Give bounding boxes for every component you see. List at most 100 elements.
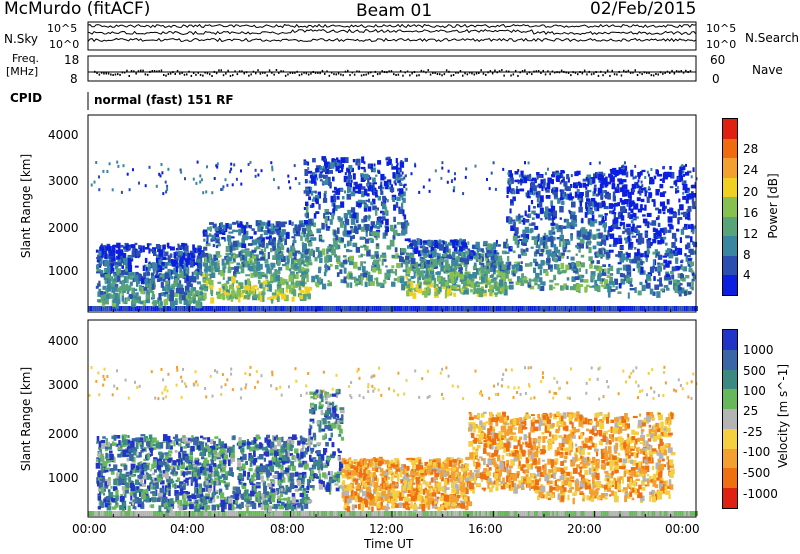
ground-scatter-cell (128, 511, 131, 516)
echo-cell (651, 220, 657, 226)
ground-scatter-cell (649, 306, 652, 311)
echo-cell (559, 240, 562, 247)
ground-scatter-cell (677, 511, 680, 516)
echo-cell (357, 202, 362, 207)
freq-mark (517, 74, 519, 77)
ground-scatter-cell (327, 306, 330, 311)
echo-cell (324, 263, 327, 270)
ground-scatter-cell (313, 511, 315, 516)
echo-cell (653, 201, 656, 207)
echo-cell (489, 275, 494, 278)
ground-scatter-cell (420, 306, 423, 311)
echo-cell (618, 235, 622, 238)
ground-scatter-cell (529, 511, 532, 516)
echo-cell (552, 243, 557, 248)
echo-cell (607, 290, 611, 298)
echo-cell (523, 280, 529, 283)
ground-scatter-cell (280, 306, 283, 311)
echo-cell (510, 173, 514, 178)
echo-cell (477, 268, 480, 276)
ground-scatter-cell (108, 511, 111, 516)
freq-mark (349, 74, 351, 77)
echo-cell (639, 237, 645, 244)
far-echo-cell (533, 191, 536, 195)
echo-cell (108, 246, 112, 250)
ground-scatter-cell (596, 306, 599, 311)
freq-mark (314, 71, 317, 74)
echo-cell (422, 240, 427, 243)
echo-cell (377, 196, 381, 201)
echo-cell (349, 255, 354, 262)
echo-cell (301, 232, 304, 235)
ground-scatter-cell (647, 511, 650, 516)
echo-cell (206, 280, 209, 287)
ground-scatter-cell (481, 511, 484, 516)
echo-cell (465, 265, 468, 272)
freq-mark (199, 73, 202, 76)
freq-mark (181, 71, 183, 74)
ground-scatter-cell (627, 306, 630, 311)
echo-cell (423, 249, 429, 254)
ground-scatter-cell (156, 306, 159, 311)
freq-mark (114, 73, 117, 76)
ground-scatter-cell (489, 306, 492, 311)
echo-cell (377, 171, 381, 174)
ground-scatter-cell (600, 306, 603, 311)
far-echo-cell (167, 167, 170, 171)
freq-mark (418, 74, 420, 77)
echo-cell (260, 256, 265, 261)
echo-cell (440, 258, 443, 262)
freq-mark (195, 73, 197, 76)
echo-cell (485, 284, 488, 289)
echo-cell (373, 224, 377, 229)
ground-scatter-cell (209, 511, 212, 516)
ground-scatter-cell (377, 511, 380, 516)
ground-scatter-cell (515, 306, 518, 311)
echo-cell (372, 167, 376, 173)
freq-mark (324, 72, 326, 75)
freq-mark (549, 73, 551, 76)
noise-right-tick-low: 10^0 (706, 38, 737, 51)
echo-cell (412, 270, 416, 273)
freq-mark (96, 72, 98, 74)
echo-cell (191, 255, 196, 259)
echo-cell (437, 277, 441, 282)
far-echo-cell (544, 172, 547, 176)
echo-cell (418, 263, 421, 267)
freq-mark (160, 69, 163, 72)
echo-cell (534, 282, 538, 286)
ground-scatter-cell (687, 511, 690, 516)
echo-cell (202, 263, 205, 267)
freq-mark (636, 74, 639, 76)
echo-cell (532, 206, 536, 209)
ground-scatter-cell (428, 306, 431, 311)
echo-cell (110, 485, 113, 489)
far-echo-cell (396, 167, 399, 170)
ground-scatter-cell (499, 306, 502, 311)
echo-cell (463, 290, 469, 295)
far-echo-cell (465, 167, 468, 171)
echo-cell (585, 190, 590, 198)
far-echo-cell (547, 167, 549, 171)
echo-cell (303, 190, 306, 194)
far-echo-cell (126, 172, 129, 176)
freq-mark (234, 70, 236, 73)
freq-mark (284, 74, 287, 77)
far-echo-cell (552, 181, 554, 185)
ground-scatter-cell (100, 511, 103, 516)
freq-mark (675, 70, 678, 73)
echo-cell (632, 212, 637, 218)
echo-cell (539, 195, 544, 203)
far-echo-cell (196, 160, 199, 164)
echo-cell (652, 227, 656, 232)
echo-cell (667, 229, 672, 233)
echo-cell (680, 266, 685, 270)
echo-cell (332, 176, 335, 182)
echo-cell (608, 280, 614, 285)
echo-cell (531, 177, 537, 181)
echo-cell (690, 223, 694, 229)
ground-scatter-cell (446, 511, 449, 516)
echo-cell (134, 242, 138, 246)
freq-mark (333, 73, 335, 76)
echo-cell (270, 262, 276, 268)
